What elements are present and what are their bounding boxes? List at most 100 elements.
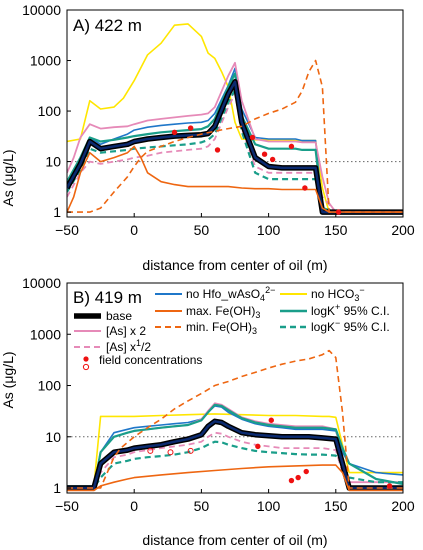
panel-a-series-as-half <box>67 92 403 213</box>
legend: base [As] x 2 [As] x1/2 field concentrat… <box>74 285 390 371</box>
legend-item-no-hco3: no HCO3− <box>280 285 365 303</box>
panel-a-field-point <box>187 125 194 131</box>
panel-b-y-tick-label: 1 <box>53 480 61 496</box>
legend-item-no-hfo: no Hfo_wAsO42− <box>155 285 275 303</box>
legend-marker-field-open <box>82 363 90 371</box>
legend-item-field: field concentrations <box>82 353 202 371</box>
legend-label-as-half: [As] x1/2 <box>106 338 151 354</box>
panel-a-x-axis: −50 0 50 100 150 200 <box>55 213 415 238</box>
panel-b-series-base-inner <box>67 420 403 490</box>
legend-item-as-x2: [As] x 2 <box>74 324 146 338</box>
panel-b-series-max-feoh3 <box>67 464 403 492</box>
panel-b-y-tick-label: 10 <box>45 429 61 445</box>
legend-label-logk-minus: logK− 95% C.I. <box>311 318 390 334</box>
legend-item-max-feoh3: max. Fe(OH)3 <box>155 304 260 320</box>
panel-b-ylabel: As (μg/L) <box>0 351 16 408</box>
panel-b-x-tick-label: 150 <box>324 498 348 514</box>
panel-a-y-axis: 1 10 100 1000 10000 <box>22 2 71 220</box>
panel-b-field-point-open <box>147 447 154 454</box>
panel-a-y-tick-label: 1 <box>53 204 61 220</box>
panel-a-series-max-feoh3 <box>67 145 403 213</box>
legend-label-no-hfo: no Hfo_wAsO42− <box>186 285 275 303</box>
legend-label-max-feoh3: max. Fe(OH)3 <box>186 304 260 320</box>
panel-a-series-no-hfo <box>67 67 403 213</box>
panel-b-x-tick-label: 100 <box>257 498 281 514</box>
legend-item-base: base <box>74 309 132 323</box>
panel-b: As (μg/L) −50 0 50 100 150 200 1 10 100 1000 1000… <box>0 275 415 548</box>
panel-b-x-axis: −50 0 50 100 150 200 <box>55 489 415 514</box>
panel-b-series-logk-minus <box>67 440 403 490</box>
panel-a-x-tick-label: 0 <box>130 222 138 238</box>
panel-a-x-tick-label: 100 <box>257 222 281 238</box>
panel-a-x-tick-label: 50 <box>194 222 210 238</box>
panel-b-field-points <box>147 417 393 489</box>
panel-a-plot-area <box>66 9 404 218</box>
legend-label-min-feoh3: min. Fe(OH)3 <box>186 320 257 336</box>
panel-a-field-points <box>171 125 342 215</box>
panel-a-series-no-hco3 <box>67 23 403 213</box>
panel-b-y-axis: 1 10 100 1000 10000 <box>22 275 71 496</box>
panel-a-field-point <box>288 143 295 150</box>
panel-a: As (μg/L) −50 0 50 100 150 200 1 10 100 1000 1000… <box>0 2 415 273</box>
panel-b-field-point <box>268 417 274 423</box>
legend-item-as-half: [As] x1/2 <box>74 338 151 354</box>
legend-item-min-feoh3: min. Fe(OH)3 <box>155 320 257 336</box>
panel-b-field-point <box>255 443 261 450</box>
panel-a-series <box>67 23 403 215</box>
panel-b-x-tick-label: 200 <box>391 498 415 514</box>
panel-a-x-tick-label: −50 <box>55 222 79 238</box>
panel-b-plot-area <box>66 282 404 494</box>
legend-label-base: base <box>106 309 132 323</box>
legend-item-logk-plus: logK+ 95% C.I. <box>280 302 390 318</box>
panel-b-series-min-feoh3 <box>67 349 403 489</box>
legend-label-no-hco3: no HCO3− <box>311 285 365 303</box>
panel-b-x-tick-label: 0 <box>130 498 138 514</box>
panel-b-field-point <box>295 474 301 481</box>
panel-a-field-point <box>269 156 276 163</box>
panel-a-field-point <box>261 151 268 157</box>
panel-b-field-point <box>386 483 393 489</box>
panel-a-series-logk-minus <box>67 89 403 214</box>
panel-a-frame <box>66 9 404 218</box>
panel-a-ylabel: As (μg/L) <box>0 149 16 206</box>
panel-a-series-as-x2 <box>67 61 403 213</box>
panel-b-field-point <box>303 468 309 475</box>
panel-a-field-point <box>302 185 308 191</box>
panel-b-series-as-half <box>67 431 403 489</box>
panel-a-field-point <box>214 147 221 153</box>
legend-label-as-x2: [As] x 2 <box>106 324 146 338</box>
panel-b-y-tick-label: 100 <box>38 378 62 394</box>
legend-item-logk-minus: logK− 95% C.I. <box>280 318 390 334</box>
panel-a-title: A) 422 m <box>73 16 142 35</box>
panel-b-field-point <box>288 477 295 484</box>
panel-b-frame <box>66 282 404 494</box>
legend-label-logk-plus: logK+ 95% C.I. <box>311 302 390 318</box>
panel-b-x-tick-label: −50 <box>55 498 79 514</box>
panel-a-y-tick-label: 10 <box>45 154 61 170</box>
panel-a-series-logk-plus <box>67 72 403 214</box>
panel-a-series-base-inner <box>67 80 403 214</box>
panel-b-y-tick-label: 1000 <box>30 326 61 342</box>
panel-b-series-no-hco3 <box>67 413 403 487</box>
panel-b-x-tick-label: 50 <box>194 498 210 514</box>
panel-b-field-point-open <box>187 447 194 454</box>
panel-b-xlabel: distance from center of oil (m) <box>142 532 327 548</box>
panel-a-field-point <box>249 134 256 141</box>
panel-b-series <box>67 349 403 492</box>
panel-b-series-logk-plus <box>67 403 403 490</box>
panel-a-y-tick-label: 100 <box>38 103 62 119</box>
panel-b-field-point-open <box>167 449 174 456</box>
panel-a-xlabel: distance from center of oil (m) <box>142 257 327 273</box>
panel-b-y-tick-label: 10000 <box>22 275 61 291</box>
panel-a-series-min-feoh3 <box>67 59 403 213</box>
panel-a-y-tick-label: 1000 <box>30 53 61 69</box>
panel-a-field-point <box>171 129 178 135</box>
panel-a-x-tick-label: 150 <box>324 222 348 238</box>
legend-marker-field-filled <box>83 356 89 362</box>
panel-a-y-tick-label: 10000 <box>22 2 61 18</box>
legend-label-field: field concentrations <box>99 353 202 367</box>
panel-b-title: B) 419 m <box>73 288 142 307</box>
panel-a-field-point <box>335 209 342 215</box>
panel-a-x-tick-label: 200 <box>391 222 415 238</box>
